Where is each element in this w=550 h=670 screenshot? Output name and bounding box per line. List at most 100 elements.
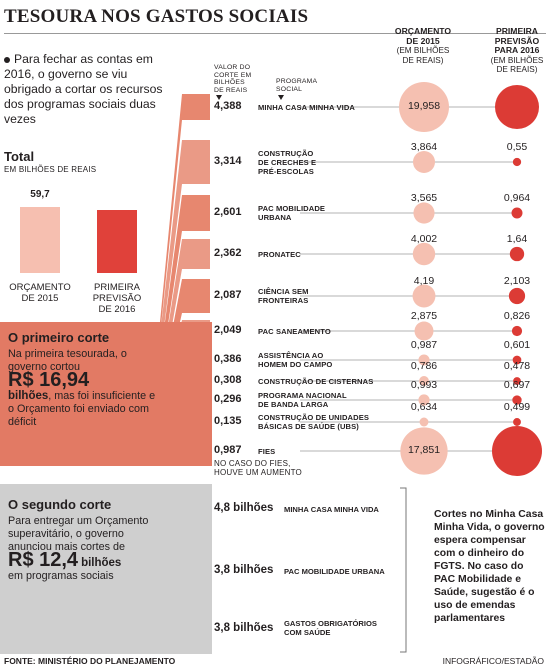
previsao-2016-label: 0,478 [503,360,531,372]
orcamento-2015-label: 17,851 [407,444,441,456]
orcamento-2015-circle [414,321,434,341]
total-unit: EM BILHÕES DE REAIS [4,165,97,174]
row-cut-value: 2,087 [214,289,242,301]
row-program-name: PAC MOBILIDADE URBANA [258,204,326,222]
corte2-panel [0,484,212,654]
total-bar-2015 [20,207,60,273]
bullet-icon [4,56,10,63]
previsao-2016-circle [513,418,521,426]
previsao-2016-circle [512,157,522,167]
previsao-2016-circle [511,207,523,219]
header-previsao-2016: PRIMEIRA PREVISÃO PARA 2016 (EM BILHÕES … [490,26,544,74]
orcamento-2015-label: 19,958 [407,100,441,112]
intro-text: Para fechar as contas em 2016, o governo… [4,52,163,126]
corte2-heading: O segundo corte [8,497,112,512]
page-title: TESOURA NOS GASTOS SOCIAIS [4,6,309,27]
header-valor-corte: VALOR DO CORTE EM BILHÕES DE REAIS [214,64,252,94]
corte2-item-value: 3,8 bilhões [214,622,274,634]
row-program-name: CONSTRUÇÃO DE UNIDADES BÁSICAS DE SAÚDE (… [258,413,370,431]
orcamento-2015-circle [412,284,436,308]
row-program-name: ASSISTÊNCIA AO HOMEM DO CAMPO [258,351,333,369]
row-program-name: CONSTRUÇÃO DE CRECHES E PRÉ-ESCOLAS [258,148,317,176]
header-programa: PROGRAMA SOCIAL [276,78,318,93]
previsao-2016-label: 0,697 [503,379,531,391]
row-program-name: PROGRAMA NACIONAL DE BANDA LARGA [258,391,347,409]
total-heading: Total [4,149,35,164]
row-cut-value: 4,388 [214,100,242,112]
previsao-2016-circle [492,426,542,476]
previsao-2016-label: 0,826 [503,310,531,322]
orcamento-2015-circle [418,394,430,406]
corte1-panel [0,322,212,466]
row-cut-value: 0,987 [214,444,242,456]
circles-layer [300,82,542,476]
previsao-2016-label: 0,499 [503,401,531,413]
corte1-heading: O primeiro corte [8,330,110,345]
row-cut-value: 0,296 [214,393,242,405]
orcamento-2015-circle [419,417,429,427]
previsao-2016-label: 0,55 [506,141,528,153]
corte1-text: Na primeira tesourada, o governo cortou … [8,348,156,428]
side-note: Cortes no Minha Casa Minha Vida, o gover… [434,509,545,624]
corte1-big-unit: bilhões [8,390,49,402]
orcamento-2015-label: 4,19 [413,275,435,287]
corte2-item-name: PAC MOBILIDADE URBANA [284,567,385,576]
orcamento-2015-circle [419,376,429,386]
orcamento-2015-circle [412,242,436,266]
orcamento-2015-circle [413,202,435,224]
row-cut-value: 2,601 [214,206,242,218]
row-cut-value: 0,386 [214,353,242,365]
previsao-2016-circle [508,287,526,305]
row-program-name: PRONATEC [258,249,301,259]
orcamento-2015-circle [418,354,430,366]
previsao-2016-circle [509,246,525,262]
corte2-text: Para entregar um Orçamento superavitário… [8,515,149,582]
total-bar-2015-label: ORÇAMENTO DE 2015 [9,282,71,304]
title-rule [4,33,546,34]
previsao-2016-circle [512,355,522,365]
orcamento-2015-label: 0,786 [410,360,438,372]
funnel-band [160,195,210,378]
row-program-name: PAC SANEAMENTO [258,326,331,336]
arrow-down-icon [216,95,222,100]
previsao-2016-circle [495,85,539,129]
orcamento-2015-label: 3,864 [410,141,438,153]
corte2-item-name: MINHA CASA MINHA VIDA [284,505,379,514]
orcamento-2015-circle [400,427,448,475]
corte2-big-value: R$ 12,4 [8,549,79,571]
total-bar-2016 [97,210,137,273]
total-bar-2016-label: PRIMEIRA PREVISÃO DE 2016 [92,282,142,315]
previsao-2016-label: 1,64 [506,233,528,245]
row-cut-value: 0,135 [214,415,242,427]
footer-source: FONTE: MINISTÉRIO DO PLANEJAMENTO [4,656,176,666]
row-cut-value: 2,362 [214,247,242,259]
previsao-2016-circle [511,325,523,337]
orcamento-2015-label: 0,634 [410,401,438,413]
corte2-big-unit: bilhões [81,557,122,569]
corte2-item-value: 3,8 bilhões [214,564,274,576]
orcamento-2015-circle [412,150,436,174]
funnel-band [160,140,210,359]
corte2-bracket [400,487,407,653]
orcamento-2015-label: 0,987 [410,339,438,351]
row-program-name: CONSTRUÇÃO DE CISTERNAS [258,376,374,386]
funnel-band [160,279,210,412]
orcamento-2015-label: 4,002 [410,233,438,245]
corte2-item-value: 4,8 bilhões [214,502,274,514]
corte1-big-value: R$ 16,94 [8,369,90,391]
orcamento-2015-circle [399,82,449,132]
previsao-2016-circle [512,395,522,405]
row-cut-value: 2,049 [214,324,242,336]
funnel-band [160,239,210,394]
previsao-2016-label: 0,601 [503,339,531,351]
corte2-item-name: GASTOS OBRIGATÓRIOS COM SAÚDE [284,619,377,637]
orcamento-2015-label: 2,875 [410,310,438,322]
row-program-name: FIES [258,446,276,456]
total-bar-2015-value: 59,7 [30,189,50,200]
row-program-name: MINHA CASA MINHA VIDA [258,102,356,112]
previsao-2016-label: 0,964 [503,192,531,204]
footer-credit: INFOGRÁFICO/ESTADÃO [442,656,544,666]
previsao-2016-circle [513,377,521,385]
header-orcamento-2015: ORÇAMENTO DE 2015 (EM BILHÕES DE REAIS) [394,26,452,65]
funnel-band [160,94,210,336]
